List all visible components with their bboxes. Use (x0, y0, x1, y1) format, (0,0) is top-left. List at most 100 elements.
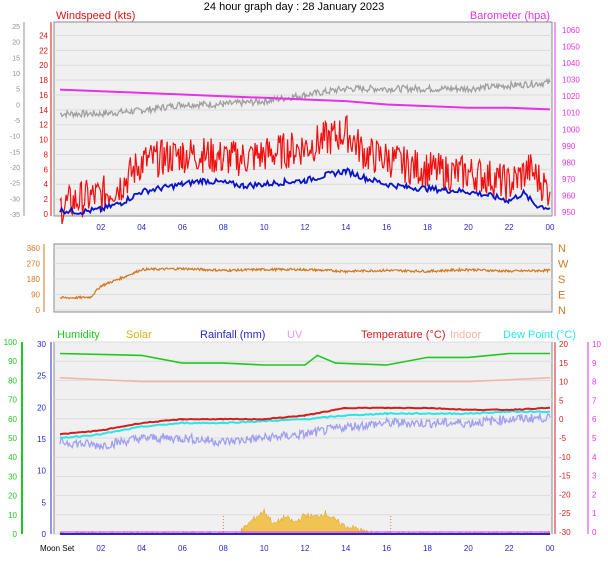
x-tick-bottom: 08 (219, 544, 228, 553)
temp-axis-tick: -20 (10, 165, 20, 172)
humidity-axis-tick: 10 (8, 511, 17, 520)
temp-axis-tick: 15 (12, 55, 20, 62)
rain-axis-tick: 20 (37, 403, 46, 412)
chart-title: 24 hour graph day : 28 January 2023 (204, 1, 384, 13)
temp-axis-tick: -35 (10, 212, 20, 219)
humidity-axis-tick: 30 (8, 472, 17, 481)
temp-axis-tick: 0 (16, 102, 20, 109)
windspeed-label: Windspeed (kts) (56, 10, 135, 22)
legend-humidity: Humidity (57, 329, 100, 341)
direction-axis-tick: 360 (27, 244, 41, 253)
barometer-axis-tick: 1000 (562, 125, 580, 134)
uv-axis-tick: 5 (592, 434, 597, 443)
wind-axis-tick: 18 (39, 76, 48, 85)
temp-axis-tick: -25 (10, 181, 20, 188)
uv-axis-tick: 8 (592, 378, 597, 387)
humidity-line (59, 352, 550, 366)
compass-label: W (558, 259, 569, 271)
humidity-axis-tick: 80 (8, 376, 17, 385)
barometer-axis-tick: 1040 (562, 59, 580, 68)
wind-axis-tick: 12 (39, 121, 48, 130)
temperature-line-top (59, 77, 551, 120)
wind-axis-tick: 8 (44, 150, 49, 159)
uv-axis-tick: 0 (592, 528, 597, 537)
humidity-axis-tick: 20 (8, 492, 17, 501)
temp-axis-tick: -5 (14, 118, 20, 125)
humidity-axis-tick: 90 (8, 357, 17, 366)
temp-axis-tick: -20 (559, 490, 571, 499)
wind-direction-line (59, 266, 551, 300)
legend-uv: UV (287, 329, 303, 341)
legend-indoor: Indoor (450, 329, 482, 341)
temp-axis-tick: 20 (559, 340, 568, 349)
temp-axis-tick: -30 (559, 528, 571, 537)
temp-axis-tick: 25 (12, 24, 20, 31)
x-tick-top: 20 (464, 223, 473, 232)
temp-axis-tick: 5 (16, 87, 20, 94)
barometer-axis-tick: 1020 (562, 92, 580, 101)
uv-axis-tick: 2 (592, 490, 597, 499)
barometer-line (59, 88, 551, 111)
x-tick-bottom: 06 (178, 544, 187, 553)
x-tick-bottom: 16 (382, 544, 391, 553)
x-tick-bottom: 20 (464, 544, 473, 553)
rain-axis-tick: 5 (42, 498, 47, 507)
uv-axis-tick: 7 (592, 396, 597, 405)
wind-axis-tick: 20 (39, 61, 48, 70)
temp-axis-tick: -15 (559, 472, 571, 481)
wind-axis-tick: 14 (39, 106, 48, 115)
humidity-axis-tick: 60 (8, 415, 17, 424)
temp-axis-tick: -25 (559, 509, 571, 518)
x-tick-bottom: 14 (341, 544, 350, 553)
rain-axis-tick: 0 (42, 530, 47, 539)
temp-axis-tick: 5 (559, 396, 564, 405)
top-panel-frame (53, 21, 553, 217)
rain-axis-tick: 15 (37, 435, 46, 444)
x-tick-top: 08 (219, 223, 228, 232)
temp-axis-tick: 20 (12, 40, 20, 47)
humidity-axis-tick: 100 (4, 338, 18, 347)
temp-axis-tick: 15 (559, 359, 568, 368)
x-tick-bottom: 02 (96, 544, 105, 553)
humidity-axis-tick: 50 (8, 434, 17, 443)
rain-axis-tick: 25 (37, 372, 46, 381)
barometer-axis-tick: 1010 (562, 109, 580, 118)
x-tick-bottom: 18 (423, 544, 432, 553)
x-tick-bottom: 22 (505, 544, 514, 553)
x-tick-top: 02 (96, 223, 105, 232)
dewpoint-line (59, 410, 551, 439)
x-tick-bottom: 00 (546, 544, 555, 553)
barometer-label: Barometer (hpa) (470, 10, 550, 22)
compass-label: E (558, 290, 565, 302)
legend-temperature: Temperature (°C) (361, 329, 445, 341)
x-tick-top: 06 (178, 223, 187, 232)
temp-axis-tick: -30 (10, 196, 20, 203)
moon-set-label: Moon Set (40, 544, 75, 553)
wind-axis-tick: 6 (44, 165, 49, 174)
x-tick-top: 10 (260, 223, 269, 232)
wind-avg-line (59, 167, 551, 216)
rain-axis-tick: 10 (37, 467, 46, 476)
x-tick-top: 16 (382, 223, 391, 232)
barometer-axis-tick: 1060 (562, 26, 580, 35)
wind-axis-tick: 16 (39, 91, 48, 100)
temp-axis-tick: -10 (10, 134, 20, 141)
x-tick-bottom: 10 (260, 544, 269, 553)
x-tick-top: 04 (137, 223, 146, 232)
barometer-axis-tick: 990 (562, 142, 576, 151)
wind-axis-tick: 22 (39, 46, 48, 55)
wind-axis-tick: 24 (39, 31, 48, 40)
x-tick-bottom: 04 (137, 544, 146, 553)
x-tick-top: 14 (341, 223, 350, 232)
legend-dewpoint: Dew Point (°C) (503, 329, 576, 341)
temperature-line (59, 406, 551, 436)
humidity-axis-tick: 70 (8, 396, 17, 405)
legend-rainfall: Rainfall (mm) (200, 329, 265, 341)
wind-axis-tick: 4 (44, 180, 49, 189)
legend-solar: Solar (126, 329, 152, 341)
uv-axis-tick: 10 (592, 340, 601, 349)
rain-axis-tick: 30 (37, 340, 46, 349)
humidity-axis-tick: 0 (13, 530, 18, 539)
uv-axis-tick: 3 (592, 472, 597, 481)
